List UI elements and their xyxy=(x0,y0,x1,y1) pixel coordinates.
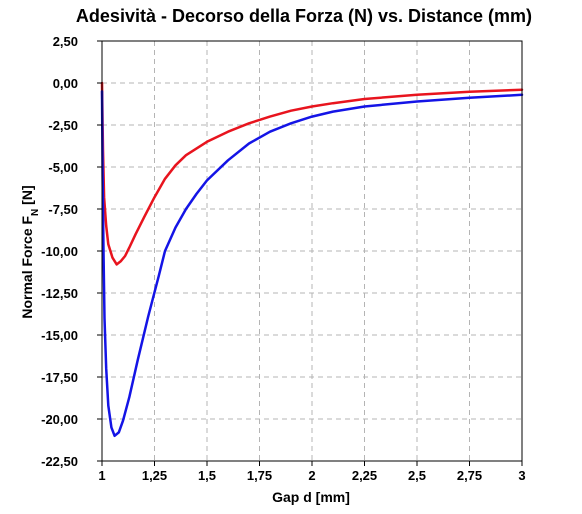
x-axis-ticks: 1 1,25 1,5 1,75 2 2,25 2,5 2,75 3 xyxy=(98,461,526,483)
x-tick-label: 1 xyxy=(98,468,105,483)
x-tick-label: 3 xyxy=(518,468,525,483)
y-tick-label: 0,00 xyxy=(53,76,78,91)
y-tick-label: -20,00 xyxy=(41,412,78,427)
y-tick-label: 2,50 xyxy=(53,34,78,49)
x-tick-label: 2,25 xyxy=(352,468,377,483)
grid-lines xyxy=(102,41,522,461)
y-axis-label-subscript: N xyxy=(30,209,41,216)
y-axis-label-main: Normal Force F xyxy=(19,215,35,318)
x-tick-label: 2,75 xyxy=(457,468,482,483)
y-tick-label: -10,00 xyxy=(41,244,78,259)
x-tick-label: 1,75 xyxy=(247,468,272,483)
x-tick-label: 2,5 xyxy=(408,468,426,483)
plot-series xyxy=(100,81,524,438)
x-tick-label: 1,5 xyxy=(198,468,216,483)
y-tick-label: -12,50 xyxy=(41,286,78,301)
x-tick-label: 1,25 xyxy=(142,468,167,483)
y-tick-label: -17,50 xyxy=(41,370,78,385)
series-line-2 xyxy=(100,90,524,438)
y-tick-label: -22,50 xyxy=(41,454,78,469)
y-tick-label: -7,50 xyxy=(48,202,78,217)
series-line-1 xyxy=(100,81,524,266)
y-tick-label: -15,00 xyxy=(41,328,78,343)
y-tick-label: -2,50 xyxy=(48,118,78,133)
x-tick-label: 2 xyxy=(308,468,315,483)
chart-title: Adesività - Decorso della Forza (N) vs. … xyxy=(76,6,532,26)
y-axis-label-unit: [N] xyxy=(19,185,35,208)
y-tick-label: -5,00 xyxy=(48,160,78,175)
y-axis-label: Normal Force FN [N] xyxy=(19,185,41,318)
x-axis-label: Gap d [mm] xyxy=(272,489,350,505)
y-axis-ticks: 2,50 0,00 -2,50 -5,00 -7,50 -10,00 -12,50 -15,0… xyxy=(41,34,102,469)
